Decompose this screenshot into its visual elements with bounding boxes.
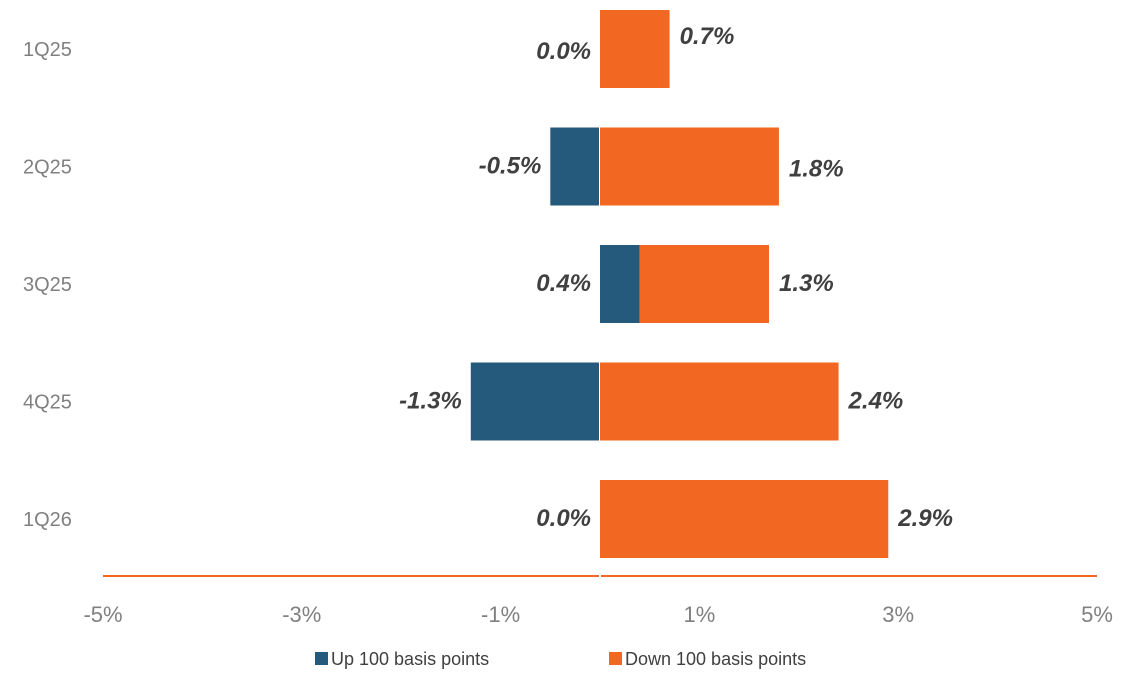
legend-label-up: Up 100 basis points (331, 649, 489, 669)
legend-label-down: Down 100 basis points (625, 649, 806, 669)
axis-layer (103, 574, 1097, 578)
bar-down (639, 245, 769, 323)
category-label: 4Q25 (23, 392, 72, 414)
data-label-down: 0.7% (680, 23, 735, 50)
x-tick-label: -3% (282, 602, 321, 627)
data-labels-layer: 0.7% 0.0% 1.8% -0.5% 1.3% 0.4% 2.4% -1.3% 2.9% 0.… (399, 23, 953, 532)
x-tick-label: 3% (882, 602, 914, 627)
bar-down (600, 480, 889, 558)
category-label: 2Q25 (23, 157, 72, 179)
bars-layer (470, 10, 889, 558)
data-label-up: -1.3% (399, 388, 462, 415)
data-label-down: 1.3% (779, 270, 834, 297)
category-labels-layer: 1Q25 2Q25 3Q25 4Q25 1Q26 (23, 39, 72, 531)
legend: Up 100 basis points Down 100 basis points (315, 649, 806, 669)
bar-down (600, 362, 839, 441)
data-label-up: 0.0% (536, 505, 591, 532)
x-tick-label: -5% (83, 602, 122, 627)
category-label: 1Q26 (23, 509, 72, 531)
data-label-up: 0.0% (536, 38, 591, 65)
data-label-up: 0.4% (536, 270, 591, 297)
data-label-down: 1.8% (789, 156, 844, 183)
x-tick-label: 1% (684, 602, 716, 627)
bar-down (600, 127, 779, 206)
bar-up (470, 362, 599, 441)
x-tick-label: -1% (481, 602, 520, 627)
legend-swatch-down (609, 652, 622, 665)
category-label: 1Q25 (23, 39, 72, 61)
bar-up (600, 245, 640, 323)
data-label-down: 2.4% (848, 388, 904, 415)
axis-zero-gap (599, 574, 601, 578)
bar-down (600, 10, 670, 88)
legend-swatch-up (315, 652, 328, 665)
tick-labels-layer: -5% -3% -1% 1% 3% 5% (83, 602, 1112, 627)
bar-up (550, 127, 599, 206)
data-label-up: -0.5% (479, 153, 542, 180)
data-label-down: 2.9% (897, 505, 953, 532)
x-tick-label: 5% (1081, 602, 1113, 627)
category-label: 3Q25 (23, 274, 72, 296)
